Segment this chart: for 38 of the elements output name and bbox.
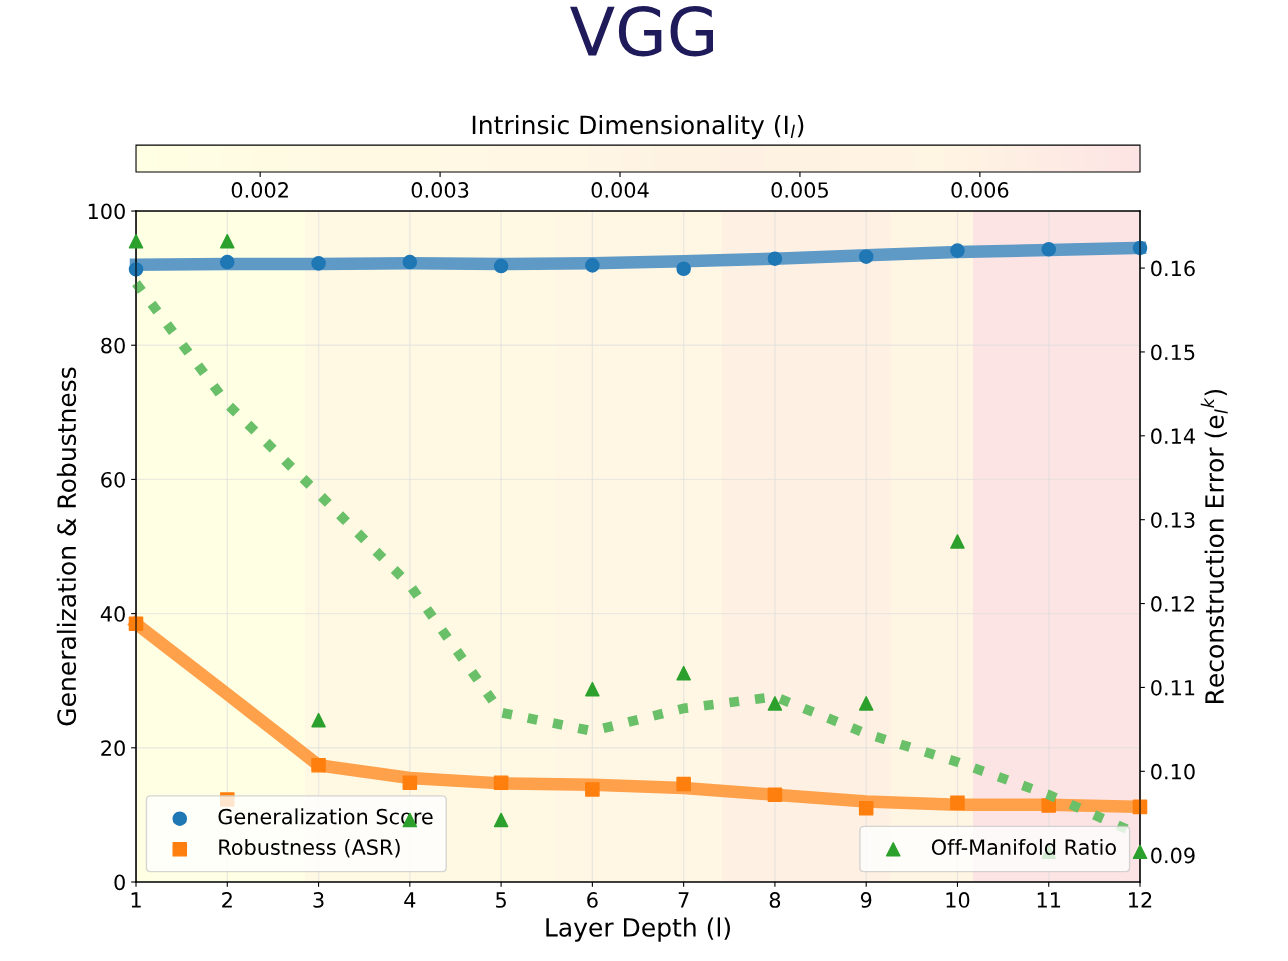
x-tick-label: 1 xyxy=(131,892,141,908)
y2-tick-label: 0.11 xyxy=(1151,679,1195,696)
chart-title: VGG xyxy=(570,5,713,57)
y-tick-label: 40 xyxy=(100,606,125,622)
x-tick-label: 10 xyxy=(946,892,970,908)
x-axis-title: Layer Depth (l) xyxy=(546,917,730,942)
y2-tick-label: 0.14 xyxy=(1151,428,1195,445)
x-tick-label: 2 xyxy=(222,892,232,908)
y2-tick-label: 0.13 xyxy=(1151,512,1195,528)
x-tick-label: 4 xyxy=(404,892,416,908)
color-bar-label: 0.002 xyxy=(231,182,288,198)
color-bar-label: 0.005 xyxy=(771,182,828,198)
y2-tick-label: 0.09 xyxy=(1151,847,1195,864)
color-bar-title: Intrinsic Dimensionality (I$_{l}$) xyxy=(472,115,804,140)
x-tick-label: 5 xyxy=(496,892,506,908)
legend-label: Off-Manifold Ratio xyxy=(931,838,1116,856)
x-tick-label: 7 xyxy=(678,892,689,908)
y-axis-title: Generalization & Robustness xyxy=(56,367,77,726)
x-tick-label: 11 xyxy=(1037,892,1061,908)
y2-axis-title: Reconstruction Error (e$_{l}$$^{k}$) xyxy=(1200,389,1228,704)
y2-tick-label: 0.12 xyxy=(1151,596,1195,612)
y-tick-label: 20 xyxy=(101,740,125,757)
y-tick-label: 100 xyxy=(88,203,125,220)
color-bar-label: 0.003 xyxy=(411,182,469,198)
y-tick-label: 80 xyxy=(101,337,125,354)
x-tick-label: 12 xyxy=(1129,892,1152,908)
y-tick-label: 60 xyxy=(101,471,125,488)
x-tick-label: 9 xyxy=(860,892,872,908)
color-bar-label: 0.006 xyxy=(951,182,1009,198)
y2-tick-label: 0.15 xyxy=(1151,344,1195,361)
color-bar-label: 0.004 xyxy=(591,182,649,198)
y2-tick-label: 0.10 xyxy=(1151,763,1195,780)
x-tick-label: 8 xyxy=(769,892,781,908)
x-tick-label: 3 xyxy=(313,892,324,908)
y2-tick-label: 0.16 xyxy=(1151,260,1195,277)
legend-label: Robustness (ASR) xyxy=(219,838,400,858)
x-tick-label: 6 xyxy=(587,892,598,908)
y-tick-label: 0 xyxy=(114,874,125,891)
